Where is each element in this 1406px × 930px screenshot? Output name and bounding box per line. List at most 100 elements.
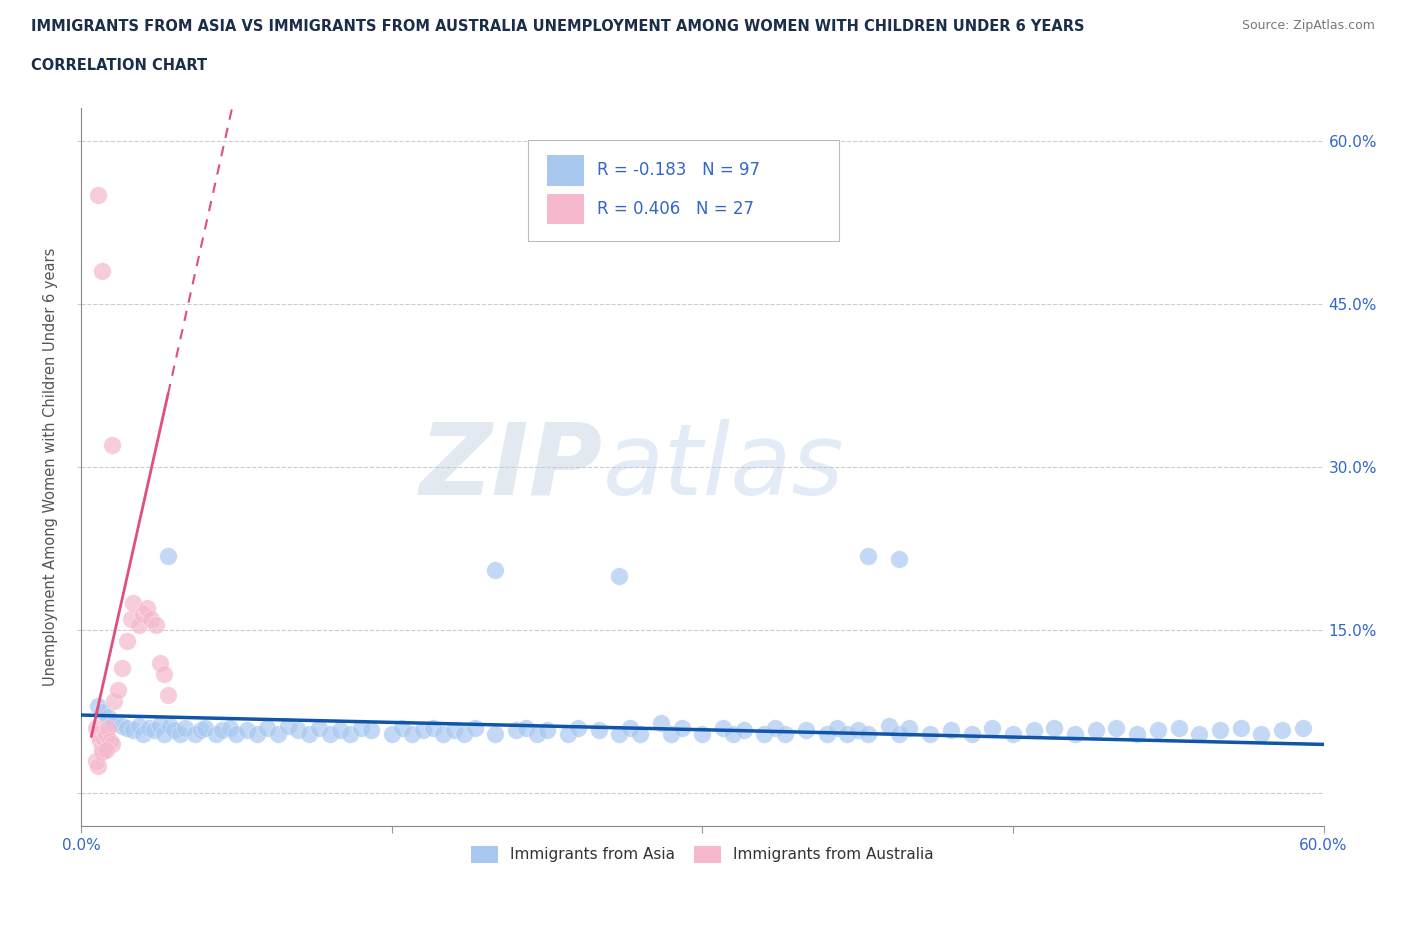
Point — [94, 726, 117, 741]
Point — [97, 721, 120, 736]
Point — [318, 726, 340, 741]
Point — [142, 723, 165, 737]
Point — [609, 568, 631, 583]
Point — [111, 661, 134, 676]
Point — [219, 721, 242, 736]
Point — [1001, 726, 1024, 741]
Text: atlas: atlas — [603, 418, 845, 515]
Point — [815, 726, 838, 741]
Point — [484, 726, 506, 741]
Point — [153, 666, 176, 681]
Point — [173, 721, 195, 736]
Text: R = 0.406   N = 27: R = 0.406 N = 27 — [596, 200, 754, 219]
Point — [246, 726, 269, 741]
Point — [308, 721, 330, 736]
Point — [432, 726, 454, 741]
Point — [121, 723, 143, 737]
Point — [115, 721, 138, 736]
Point — [628, 726, 651, 741]
Point — [107, 683, 129, 698]
Point — [89, 734, 111, 749]
Text: R = -0.183   N = 97: R = -0.183 N = 97 — [596, 162, 759, 179]
Point — [960, 726, 983, 741]
Point — [211, 723, 233, 737]
Point — [659, 726, 682, 741]
Point — [128, 618, 150, 632]
Point — [267, 726, 290, 741]
Point — [98, 734, 121, 749]
Point — [856, 726, 879, 741]
Point — [1022, 723, 1045, 737]
Point — [132, 726, 155, 741]
Point — [141, 612, 163, 627]
Point — [422, 721, 444, 736]
Point — [103, 694, 125, 709]
Point — [204, 726, 226, 741]
Point — [463, 721, 485, 736]
Point — [453, 726, 475, 741]
Point — [153, 726, 176, 741]
Point — [391, 721, 413, 736]
Point — [567, 721, 589, 736]
Text: IMMIGRANTS FROM ASIA VS IMMIGRANTS FROM AUSTRALIA UNEMPLOYMENT AMONG WOMEN WITH : IMMIGRANTS FROM ASIA VS IMMIGRANTS FROM … — [31, 19, 1084, 33]
Point — [711, 721, 734, 736]
Point — [1188, 726, 1211, 741]
Point — [84, 721, 107, 736]
Point — [86, 726, 108, 741]
Point — [1292, 721, 1315, 736]
Point — [329, 723, 352, 737]
Point — [115, 633, 138, 648]
Point — [609, 726, 631, 741]
Point — [773, 726, 796, 741]
Point — [837, 726, 859, 741]
Point — [138, 721, 160, 736]
Point — [360, 723, 382, 737]
Point — [619, 721, 641, 736]
Point — [825, 721, 848, 736]
Point — [256, 721, 278, 736]
Point — [103, 715, 125, 730]
Point — [981, 721, 1004, 736]
Point — [156, 688, 179, 703]
Point — [1126, 726, 1149, 741]
Point — [1147, 723, 1170, 737]
Point — [90, 704, 112, 719]
Point — [877, 719, 900, 734]
Text: ZIP: ZIP — [420, 418, 603, 515]
Point — [692, 726, 714, 741]
Point — [128, 719, 150, 734]
Point — [101, 737, 124, 751]
Text: CORRELATION CHART: CORRELATION CHART — [31, 58, 207, 73]
Point — [145, 618, 167, 632]
Point — [526, 726, 548, 741]
Y-axis label: Unemployment Among Women with Children Under 6 years: Unemployment Among Women with Children U… — [44, 247, 58, 686]
Point — [1271, 723, 1294, 737]
Point — [97, 710, 120, 724]
Point — [484, 563, 506, 578]
Legend: Immigrants from Asia, Immigrants from Australia: Immigrants from Asia, Immigrants from Au… — [464, 840, 941, 869]
Bar — [547, 155, 585, 186]
FancyBboxPatch shape — [529, 140, 839, 241]
Point — [401, 726, 423, 741]
Point — [121, 595, 143, 610]
Point — [101, 438, 124, 453]
Point — [846, 723, 869, 737]
Bar — [547, 194, 585, 224]
Point — [650, 715, 672, 730]
Point — [939, 723, 962, 737]
Point — [1084, 723, 1107, 737]
Point — [763, 721, 786, 736]
Point — [515, 721, 537, 736]
Point — [1167, 721, 1189, 736]
Point — [443, 723, 465, 737]
Point — [159, 719, 181, 734]
Point — [86, 699, 108, 714]
Point — [149, 656, 172, 671]
Point — [156, 549, 179, 564]
Point — [920, 726, 942, 741]
Point — [235, 723, 257, 737]
Point — [190, 723, 212, 737]
Point — [86, 188, 108, 203]
Point — [194, 721, 217, 736]
Point — [90, 740, 112, 755]
